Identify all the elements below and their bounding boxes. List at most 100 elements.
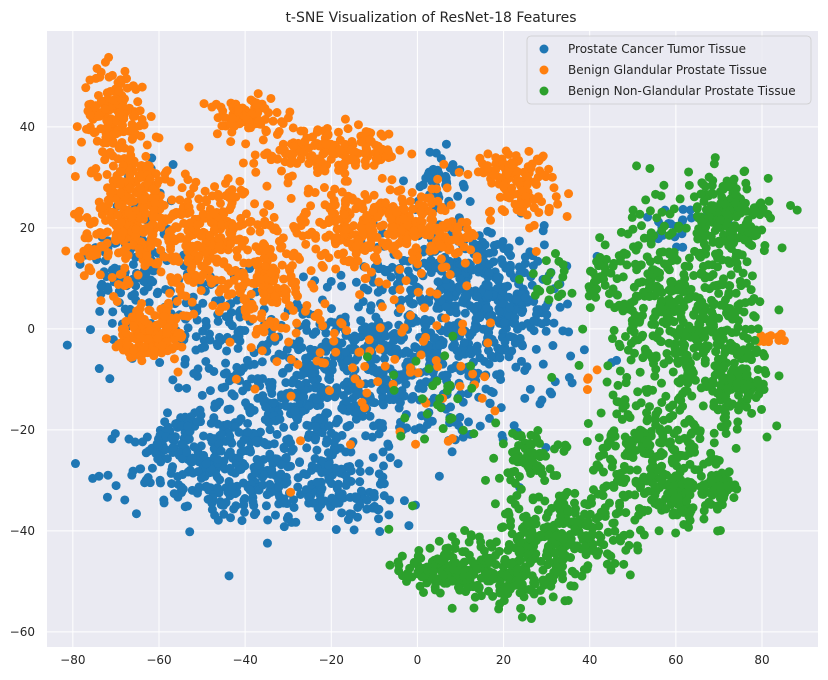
data-point	[297, 370, 307, 380]
data-point	[472, 252, 482, 262]
data-point	[100, 104, 110, 114]
data-point	[594, 512, 604, 522]
data-point	[452, 346, 462, 356]
data-point	[287, 378, 297, 388]
data-point	[541, 302, 551, 312]
data-point	[529, 326, 539, 336]
data-point	[96, 281, 106, 291]
data-point	[450, 234, 460, 244]
data-point	[114, 200, 124, 210]
data-point	[724, 280, 734, 290]
data-point	[142, 140, 152, 150]
data-point	[380, 361, 390, 371]
data-point	[66, 155, 76, 165]
data-point	[684, 180, 694, 190]
data-point	[121, 328, 131, 338]
data-point	[314, 414, 324, 424]
data-point	[313, 308, 323, 318]
data-point	[404, 521, 414, 531]
data-point	[168, 443, 178, 453]
data-point	[621, 508, 631, 518]
data-point	[177, 454, 187, 464]
data-point	[434, 340, 444, 350]
data-point	[220, 284, 230, 294]
data-point	[351, 335, 361, 345]
data-point	[104, 72, 114, 82]
data-point	[272, 429, 282, 439]
data-point	[598, 467, 608, 477]
data-point	[674, 283, 684, 293]
data-point	[777, 243, 787, 253]
data-point	[288, 123, 298, 133]
data-point	[490, 406, 500, 416]
data-point	[375, 527, 385, 537]
data-point	[425, 147, 435, 157]
data-point	[390, 354, 400, 364]
data-point	[204, 363, 214, 373]
data-point	[582, 385, 592, 395]
data-point	[168, 160, 178, 170]
data-point	[333, 127, 343, 137]
data-point	[498, 258, 508, 268]
data-point	[146, 275, 156, 285]
data-point	[698, 179, 708, 189]
data-point	[656, 191, 666, 201]
data-point	[310, 454, 320, 464]
data-point	[92, 63, 102, 73]
data-point	[138, 437, 148, 447]
data-point	[728, 307, 738, 317]
data-point	[364, 335, 374, 345]
data-point	[79, 271, 89, 281]
data-point	[239, 500, 249, 510]
data-point	[501, 146, 511, 156]
data-point	[239, 435, 249, 445]
data-point	[730, 198, 740, 208]
data-point	[351, 241, 361, 251]
data-point	[61, 246, 71, 256]
data-point	[281, 472, 291, 482]
data-point	[383, 439, 393, 449]
data-point	[127, 470, 137, 480]
data-point	[522, 198, 532, 208]
data-point	[680, 331, 690, 341]
data-point	[516, 356, 526, 366]
data-point	[330, 463, 340, 473]
data-point	[295, 458, 305, 468]
data-point	[385, 453, 395, 463]
data-point	[113, 210, 123, 220]
data-point	[289, 421, 299, 431]
data-point	[225, 513, 235, 523]
data-point	[265, 449, 275, 459]
data-point	[608, 457, 618, 467]
data-point	[647, 319, 657, 329]
data-point	[442, 183, 452, 193]
data-point	[356, 137, 366, 147]
data-point	[434, 536, 444, 546]
data-point	[485, 398, 495, 408]
data-point	[301, 239, 311, 249]
data-point	[608, 261, 618, 271]
data-point	[343, 124, 353, 134]
data-point	[514, 236, 524, 246]
data-point	[524, 146, 534, 156]
data-point	[121, 316, 131, 326]
data-point	[221, 301, 231, 311]
data-point	[612, 290, 622, 300]
data-point	[673, 358, 683, 368]
data-point	[350, 374, 360, 384]
data-point	[234, 221, 244, 231]
data-point	[263, 515, 273, 525]
data-point	[330, 200, 340, 210]
data-point	[465, 197, 475, 207]
data-point	[698, 401, 708, 411]
data-point	[236, 367, 246, 377]
data-point	[397, 194, 407, 204]
data-point	[645, 257, 655, 267]
data-point	[159, 498, 169, 508]
data-point	[306, 266, 316, 276]
data-point	[396, 295, 406, 305]
data-point	[663, 424, 673, 434]
data-point	[384, 510, 394, 520]
data-point	[102, 170, 112, 180]
data-point	[372, 245, 382, 255]
